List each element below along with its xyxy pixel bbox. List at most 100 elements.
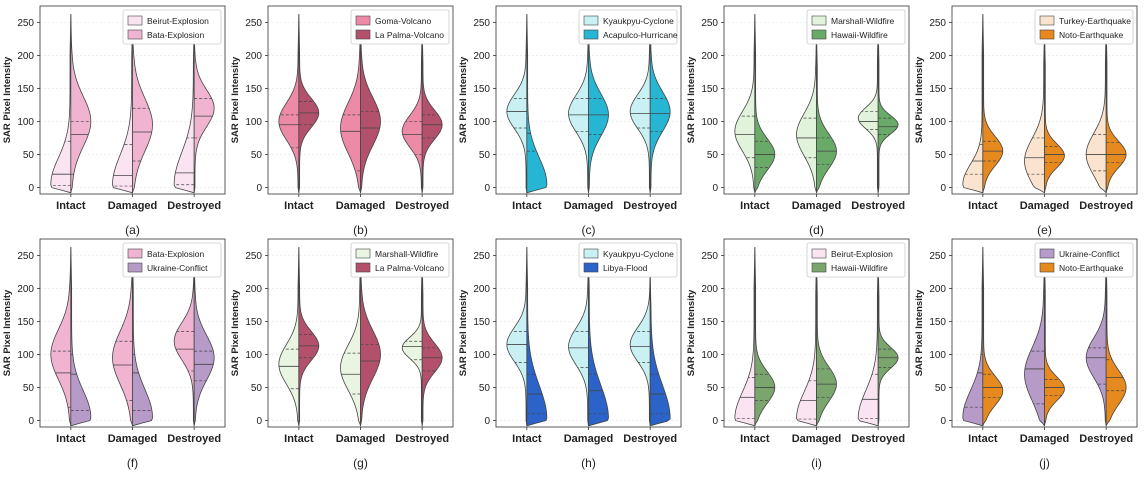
legend-label: Beirut-Explosion	[147, 16, 209, 26]
violin-goma-volcano-intact	[278, 14, 300, 194]
legend-swatch	[811, 15, 827, 26]
panel-label: (d)	[809, 223, 824, 237]
legend-swatch	[811, 262, 827, 273]
violin-hawaii-wildfire-intact	[754, 247, 776, 427]
legend-box	[806, 242, 906, 278]
y-tick-label: 200	[929, 284, 946, 295]
y-tick-label: 250	[245, 18, 262, 29]
y-tick-label: 150	[701, 84, 718, 95]
panel-j: 0 50 100 150 200 250 Intact Damaged Destroyed SAR…	[914, 238, 1138, 470]
violin-la palma-volcano-destroyed	[421, 23, 443, 194]
violin-bata-explosion-destroyed	[193, 22, 215, 194]
panel-label: (a)	[125, 223, 140, 237]
y-tick-label: 200	[17, 51, 34, 62]
panel-i: 0 50 100 150 200 250 Intact Damaged Destroyed SAR…	[686, 238, 910, 470]
y-tick-label: 200	[245, 284, 262, 295]
x-tick-label: Damaged	[108, 433, 158, 445]
violin-hawaii-wildfire-damaged	[816, 255, 837, 427]
legend-swatch	[1039, 248, 1055, 259]
y-tick-label: 50	[479, 150, 491, 161]
violin-turkey-earthquake-destroyed	[1085, 22, 1107, 194]
panel-label: (f)	[127, 456, 138, 470]
y-tick-label: 0	[256, 183, 262, 194]
violin-kyaukpyu-cyclone-damaged	[568, 251, 589, 427]
legend-swatch	[355, 29, 371, 40]
violin-bata-explosion-destroyed	[173, 253, 195, 427]
legend-label: Ukraine-Conflict	[147, 263, 208, 273]
y-tick-label: 250	[701, 18, 718, 29]
x-tick-label: Destroyed	[851, 433, 905, 445]
y-tick-label: 100	[473, 350, 490, 361]
violin-hawaii-wildfire-intact	[754, 14, 776, 194]
violin-beirut-explosion-damaged	[796, 255, 817, 427]
y-tick-label: 250	[701, 251, 718, 262]
violin-beirut-explosion-intact	[50, 14, 72, 194]
violin-libya-flood-damaged	[588, 251, 609, 427]
violin-la palma-volcano-intact	[298, 247, 320, 427]
y-tick-label: 250	[473, 251, 490, 262]
y-tick-label: 150	[929, 84, 946, 95]
violin-turkey-earthquake-damaged	[1024, 25, 1045, 194]
panel-label: (b)	[353, 223, 368, 237]
legend-box	[122, 242, 222, 278]
y-tick-label: 50	[935, 383, 947, 394]
y-tick-label: 150	[473, 84, 490, 95]
violin-kyaukpyu-cyclone-damaged	[568, 18, 589, 194]
legend-swatch	[1039, 262, 1055, 273]
y-tick-label: 250	[929, 251, 946, 262]
y-tick-label: 50	[479, 383, 491, 394]
legend-swatch	[127, 262, 143, 273]
y-tick-label: 250	[473, 18, 490, 29]
violin-ukraine-conflict-intact	[962, 247, 984, 427]
y-tick-label: 200	[929, 51, 946, 62]
x-tick-label: Intact	[56, 433, 86, 445]
y-tick-label: 150	[701, 317, 718, 328]
x-tick-label: Destroyed	[1079, 200, 1133, 212]
legend-label: Hawaii-Wildfire	[831, 263, 888, 273]
x-tick-label: Intact	[284, 200, 314, 212]
legend-swatch	[355, 248, 371, 259]
x-tick-label: Intact	[512, 433, 542, 445]
legend-label: Beirut-Explosion	[831, 249, 893, 259]
x-tick-label: Damaged	[564, 200, 614, 212]
y-tick-label: 0	[712, 183, 718, 194]
y-tick-label: 100	[929, 117, 946, 128]
legend-label: Noto-Earthquake	[1059, 30, 1124, 40]
y-tick-label: 150	[929, 317, 946, 328]
y-tick-label: 50	[935, 150, 947, 161]
y-tick-label: 50	[707, 150, 719, 161]
violin-marshall-wildfire-intact	[278, 247, 300, 427]
panel-label: (j)	[1039, 456, 1050, 470]
legend-box	[1034, 242, 1134, 278]
y-tick-label: 100	[17, 117, 34, 128]
y-axis-label: SAR Pixel Intensity	[230, 56, 241, 143]
violin-ukraine-conflict-destroyed	[1085, 253, 1107, 427]
y-tick-label: 0	[940, 416, 946, 427]
violin-beirut-explosion-damaged	[112, 18, 133, 194]
panel-b: 0 50 100 150 200 250 Intact Damaged Destroyed SAR…	[230, 5, 454, 237]
y-tick-label: 0	[940, 183, 946, 194]
violin-noto-earthquake-destroyed	[1105, 253, 1127, 427]
violin-bata-explosion-intact	[50, 247, 72, 427]
y-tick-label: 0	[712, 416, 718, 427]
violin-kyaukpyu-cyclone-intact	[506, 247, 528, 427]
violin-ukraine-conflict-destroyed	[193, 253, 215, 427]
y-tick-label: 50	[251, 150, 263, 161]
y-axis-label: SAR Pixel Intensity	[458, 56, 469, 143]
violin-beirut-explosion-destroyed	[857, 256, 879, 427]
x-tick-label: Destroyed	[851, 200, 905, 212]
legend-swatch	[1039, 15, 1055, 26]
violin-hawaii-wildfire-destroyed	[877, 22, 899, 194]
violin-libya-flood-destroyed	[649, 268, 671, 427]
violin-noto-earthquake-intact	[982, 14, 1004, 194]
y-tick-label: 100	[245, 117, 262, 128]
y-axis-label: SAR Pixel Intensity	[914, 56, 925, 143]
y-tick-label: 150	[245, 317, 262, 328]
legend-swatch	[811, 29, 827, 40]
y-tick-label: 150	[473, 317, 490, 328]
violin-hawaii-wildfire-damaged	[816, 28, 837, 194]
y-tick-label: 100	[929, 350, 946, 361]
x-tick-label: Damaged	[108, 200, 158, 212]
y-tick-label: 150	[17, 317, 34, 328]
